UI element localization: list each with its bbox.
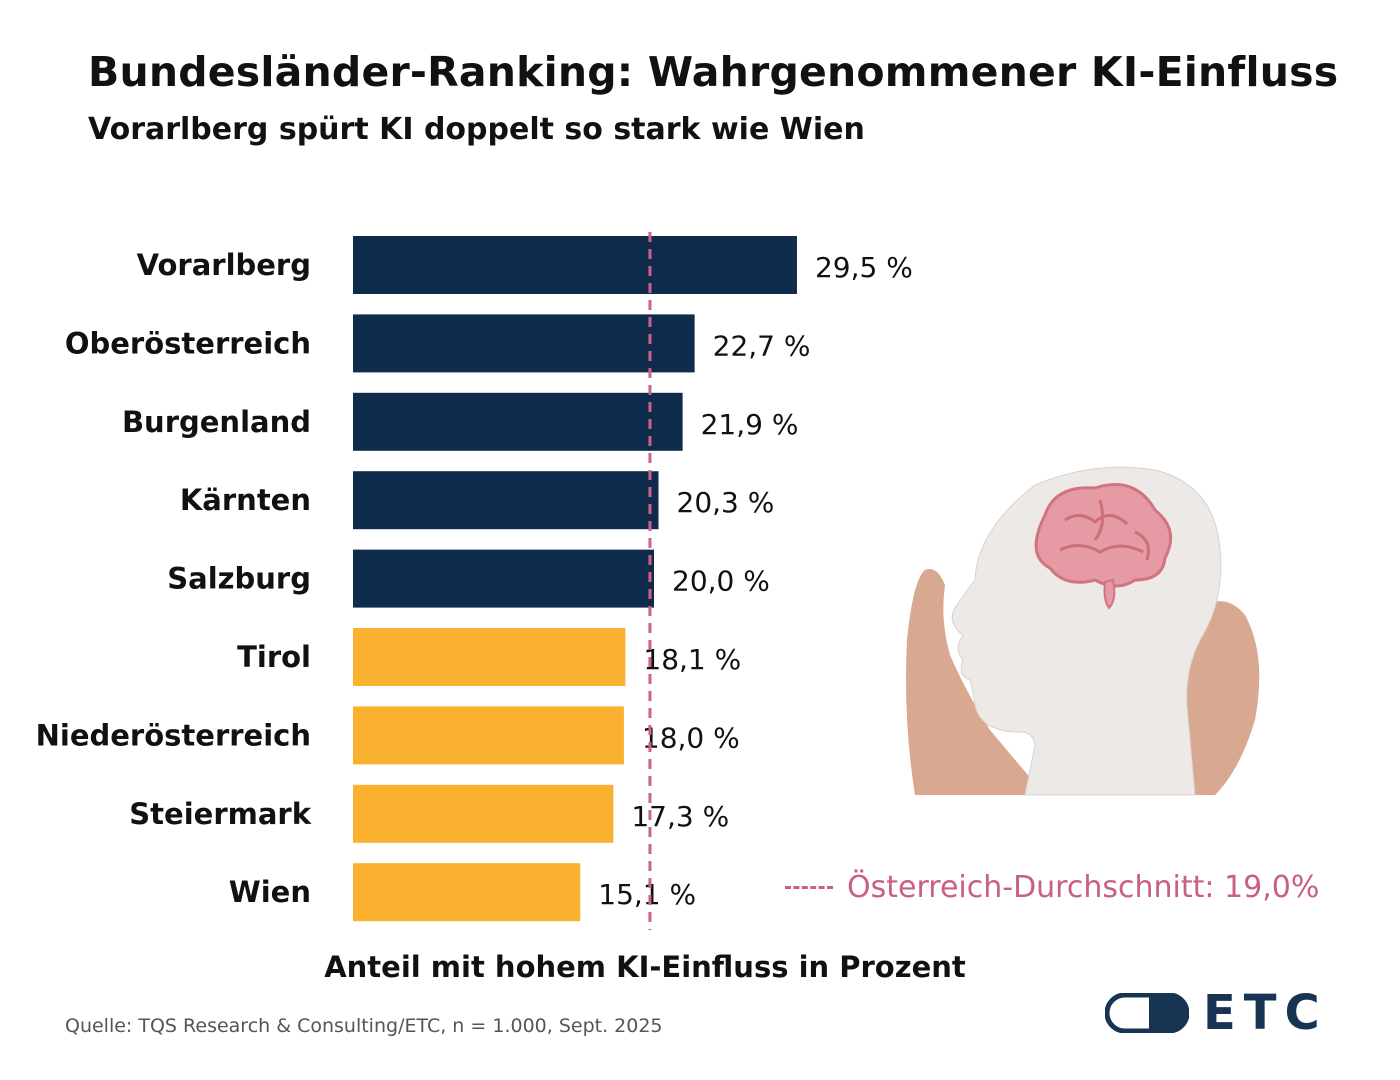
x-axis-label: Anteil mit hohem KI-Einfluss in Prozent [324,950,966,984]
category-label-niederosterreich: Niederösterreich [36,718,311,752]
dashed-line-icon [785,886,833,889]
category-label-wien: Wien [229,875,311,909]
category-label-burgenland: Burgenland [122,405,311,439]
value-label-wien: 15,1 % [598,878,696,911]
hands-holding-head-icon [906,466,1260,796]
chart-subtitle: Vorarlberg spürt KI doppelt so stark wie… [88,112,865,147]
average-legend: Österreich-Durchschnitt: 19,0% [785,870,1319,905]
value-label-oberosterreich: 22,7 % [713,329,811,362]
source-note: Quelle: TQS Research & Consulting/ETC, n… [65,1015,663,1037]
value-label-vorarlberg: 29,5 % [815,251,913,284]
logo-text: ETC [1203,985,1328,1041]
bar-salzburg [353,549,654,608]
category-label-salzburg: Salzburg [167,562,311,596]
bar-tirol [353,628,626,686]
category-label-steiermark: Steiermark [129,797,311,831]
bar-oberosterreich [353,314,695,373]
value-label-burgenland: 21,9 % [701,408,799,441]
category-label-oberosterreich: Oberösterreich [65,326,311,360]
bar-vorarlberg [353,236,797,294]
average-legend-label: Österreich-Durchschnitt: 19,0% [847,870,1320,905]
value-label-niederosterreich: 18,0 % [642,721,740,754]
bar-burgenland [353,392,683,451]
bar-niederosterreich [353,706,624,765]
bar-steiermark [353,784,614,843]
category-label-vorarlberg: Vorarlberg [137,248,311,282]
value-label-steiermark: 17,3 % [631,800,729,833]
logo-pill-icon [1105,993,1189,1033]
category-label-tirol: Tirol [237,640,311,674]
category-label-karnten: Kärnten [180,483,311,517]
value-label-karnten: 20,3 % [677,486,775,519]
etc-logo: ETC [1105,985,1328,1041]
brain-icon [1034,483,1173,610]
bar-karnten [353,471,659,530]
chart-title: Bundesländer-Ranking: Wahrgenommener KI-… [88,48,1339,96]
left-hand [906,569,1045,795]
value-label-salzburg: 20,0 % [672,565,770,598]
bar-wien [353,863,581,922]
value-label-tirol: 18,1 % [643,643,741,676]
